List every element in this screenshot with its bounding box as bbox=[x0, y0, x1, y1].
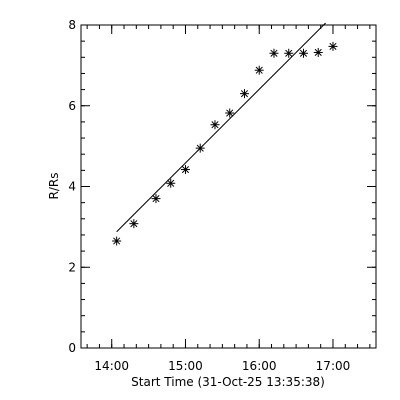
data-point bbox=[284, 48, 294, 58]
data-point bbox=[129, 219, 139, 229]
data-point bbox=[210, 120, 220, 130]
data-point bbox=[269, 48, 279, 58]
y-tick-label: 8 bbox=[68, 18, 76, 32]
data-point bbox=[239, 89, 249, 99]
y-tick-label: 6 bbox=[68, 99, 76, 113]
x-tick-label: 14:00 bbox=[94, 359, 129, 373]
x-tick-label: 15:00 bbox=[168, 359, 203, 373]
fit-line bbox=[116, 22, 326, 233]
data-point bbox=[298, 48, 308, 58]
x-tick-labels: 14:00 15:00 16:00 17:00 bbox=[94, 359, 350, 373]
fit-line-layer bbox=[116, 22, 326, 233]
data-point bbox=[254, 65, 264, 75]
plot-frame bbox=[80, 24, 377, 349]
y-axis-label: R/Rs bbox=[47, 173, 61, 200]
data-markers bbox=[112, 41, 338, 246]
data-point bbox=[180, 165, 190, 175]
y-tick-label: 2 bbox=[68, 260, 76, 274]
data-point bbox=[225, 108, 235, 118]
data-point bbox=[112, 236, 122, 246]
major-ticks bbox=[81, 24, 376, 349]
data-point bbox=[166, 178, 176, 188]
data-point bbox=[151, 194, 161, 204]
data-point bbox=[313, 47, 323, 57]
data-point bbox=[195, 143, 205, 153]
y-tick-label: 0 bbox=[68, 341, 76, 355]
y-tick-labels: 0 2 4 6 8 bbox=[68, 18, 76, 355]
data-point bbox=[328, 41, 338, 51]
x-axis-label: Start Time (31-Oct-25 13:35:38) bbox=[131, 375, 325, 389]
x-tick-label: 16:00 bbox=[242, 359, 277, 373]
x-tick-label: 17:00 bbox=[316, 359, 351, 373]
minor-ticks bbox=[81, 24, 376, 349]
y-tick-label: 4 bbox=[68, 180, 76, 194]
